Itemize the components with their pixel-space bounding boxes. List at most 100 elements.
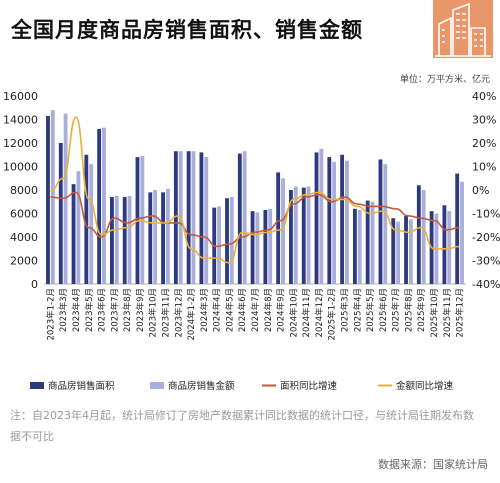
x-tick-label: 2023年1-2月: [45, 288, 56, 341]
sales-chart: 0 2000 4000 6000 8000 10000 12000 14000 16000 -40…: [3, 90, 500, 392]
x-tick-label: 2023年9月: [135, 288, 146, 332]
x-tick-label: 2024年11月: [301, 288, 312, 337]
amount-bar: [89, 164, 94, 284]
left-tick-label: 2000: [10, 255, 38, 268]
buildings-icon: [435, 3, 491, 57]
x-tick-label: 2024年6月: [237, 288, 248, 332]
x-tick-label: 2023年8月: [122, 288, 133, 332]
left-tick-label: 8000: [10, 184, 38, 197]
x-tick-label: 2023年5月: [84, 288, 95, 332]
area-bar: [365, 200, 370, 284]
area-bar: [110, 197, 114, 284]
x-tick-label: 2024年3月: [199, 288, 210, 332]
legend-swatch: [150, 382, 164, 389]
right-tick-label: -10%: [472, 208, 500, 221]
amount-bar: [255, 212, 260, 284]
left-tick-label: 16000: [3, 90, 38, 103]
amount-bar: [447, 211, 452, 284]
area-bar: [225, 198, 229, 284]
area-bar: [301, 187, 306, 284]
amount-bar: [76, 171, 81, 284]
area-bar: [97, 128, 102, 284]
amount-bar: [396, 221, 401, 284]
area-bar: [378, 159, 383, 284]
area-bar: [404, 215, 408, 284]
right-tick-label: 40%: [472, 90, 496, 103]
x-tick-label: 2025年6月: [378, 288, 389, 332]
amount-bar: [421, 190, 426, 284]
right-tick-label: 30%: [472, 114, 496, 127]
area-bar: [148, 192, 153, 284]
x-tick-label: 2025年11月: [442, 288, 453, 337]
legend-label: 面积同比增速: [280, 380, 338, 392]
area-bar: [442, 205, 447, 284]
x-tick-label: 2024年1-2月: [186, 288, 197, 341]
amount-bar: [204, 157, 209, 284]
area-bar: [84, 154, 89, 284]
x-tick-label: 2025年12月: [455, 288, 466, 337]
amount-bar: [242, 151, 247, 284]
x-tick-label: 2025年3月: [340, 288, 351, 332]
x-tick-label: 2024年9月: [276, 288, 287, 332]
footnote: 注：自2023年4月起，统计局修订了房地产数据累计同比数据的统计口径，与统计局往…: [10, 409, 474, 443]
units-label: 单位：万平方米、亿元: [399, 75, 490, 85]
amount-bar: [408, 219, 413, 285]
area-bar: [327, 157, 332, 284]
area-bar: [340, 154, 345, 284]
x-tick-label: 2023年3月: [58, 288, 69, 332]
amount-bar: [229, 197, 234, 284]
x-tick-label: 2024年5月: [224, 288, 235, 332]
area-bar: [455, 173, 460, 284]
area-bar: [161, 192, 165, 284]
left-tick-label: 14000: [3, 114, 38, 127]
amount-bar: [268, 208, 273, 284]
area-bar: [314, 152, 319, 284]
area-bar: [416, 185, 421, 284]
area-bar: [46, 115, 50, 284]
amount-bar: [63, 113, 68, 285]
brand-logo: [433, 0, 493, 58]
x-tick-label: 2025年5月: [365, 288, 376, 332]
x-tick-label: 2025年9月: [416, 288, 427, 332]
x-tick-label: 2023年4月: [71, 288, 82, 332]
left-tick-label: 6000: [10, 208, 38, 221]
data-source: 数据来源：国家统计局: [378, 458, 488, 471]
right-tick-label: 0%: [472, 184, 489, 197]
right-tick-label: -20%: [472, 231, 500, 244]
amount-bar: [293, 186, 298, 284]
right-tick-label: 20%: [472, 137, 496, 150]
x-tick-label: 2023年6月: [97, 288, 108, 332]
amount-bar: [460, 181, 464, 284]
left-tick-label: 4000: [10, 231, 38, 244]
area-bar: [391, 218, 396, 284]
legend-label: 商品房销售面积: [48, 380, 115, 392]
amount-bar: [165, 188, 170, 284]
amount-bar: [153, 190, 158, 284]
x-tick-label: 2023年7月: [109, 288, 120, 332]
left-tick-label: 10000: [3, 161, 38, 174]
x-tick-label: 2023年11月: [161, 288, 172, 337]
amount-bar: [114, 195, 119, 285]
x-tick-label: 2025年1-2月: [327, 288, 338, 341]
x-tick-label: 2025年4月: [352, 288, 363, 332]
legend-label: 金额同比增速: [396, 380, 454, 392]
area-bar: [289, 190, 293, 284]
x-tick-label: 2025年10月: [429, 288, 440, 337]
amount-bar: [127, 195, 132, 285]
amount-bar: [345, 160, 349, 285]
x-tick-label: 2024年7月: [250, 288, 261, 332]
x-tick-label: 2025年8月: [404, 288, 415, 332]
amount-yoy-line: [50, 116, 460, 264]
x-tick-label: 2025年7月: [391, 288, 402, 332]
page-title: 全国月度商品房销售面积、销售金额: [11, 18, 363, 42]
amount-bar: [102, 127, 106, 284]
legend-swatch: [30, 382, 44, 389]
area-bar: [199, 152, 204, 284]
area-bar: [276, 172, 281, 285]
x-tick-label: 2024年8月: [263, 288, 274, 332]
area-yoy-line: [50, 191, 460, 248]
area-bar: [173, 151, 178, 284]
area-bar: [263, 209, 268, 284]
amount-bar: [217, 206, 221, 284]
amount-bar: [370, 201, 375, 284]
